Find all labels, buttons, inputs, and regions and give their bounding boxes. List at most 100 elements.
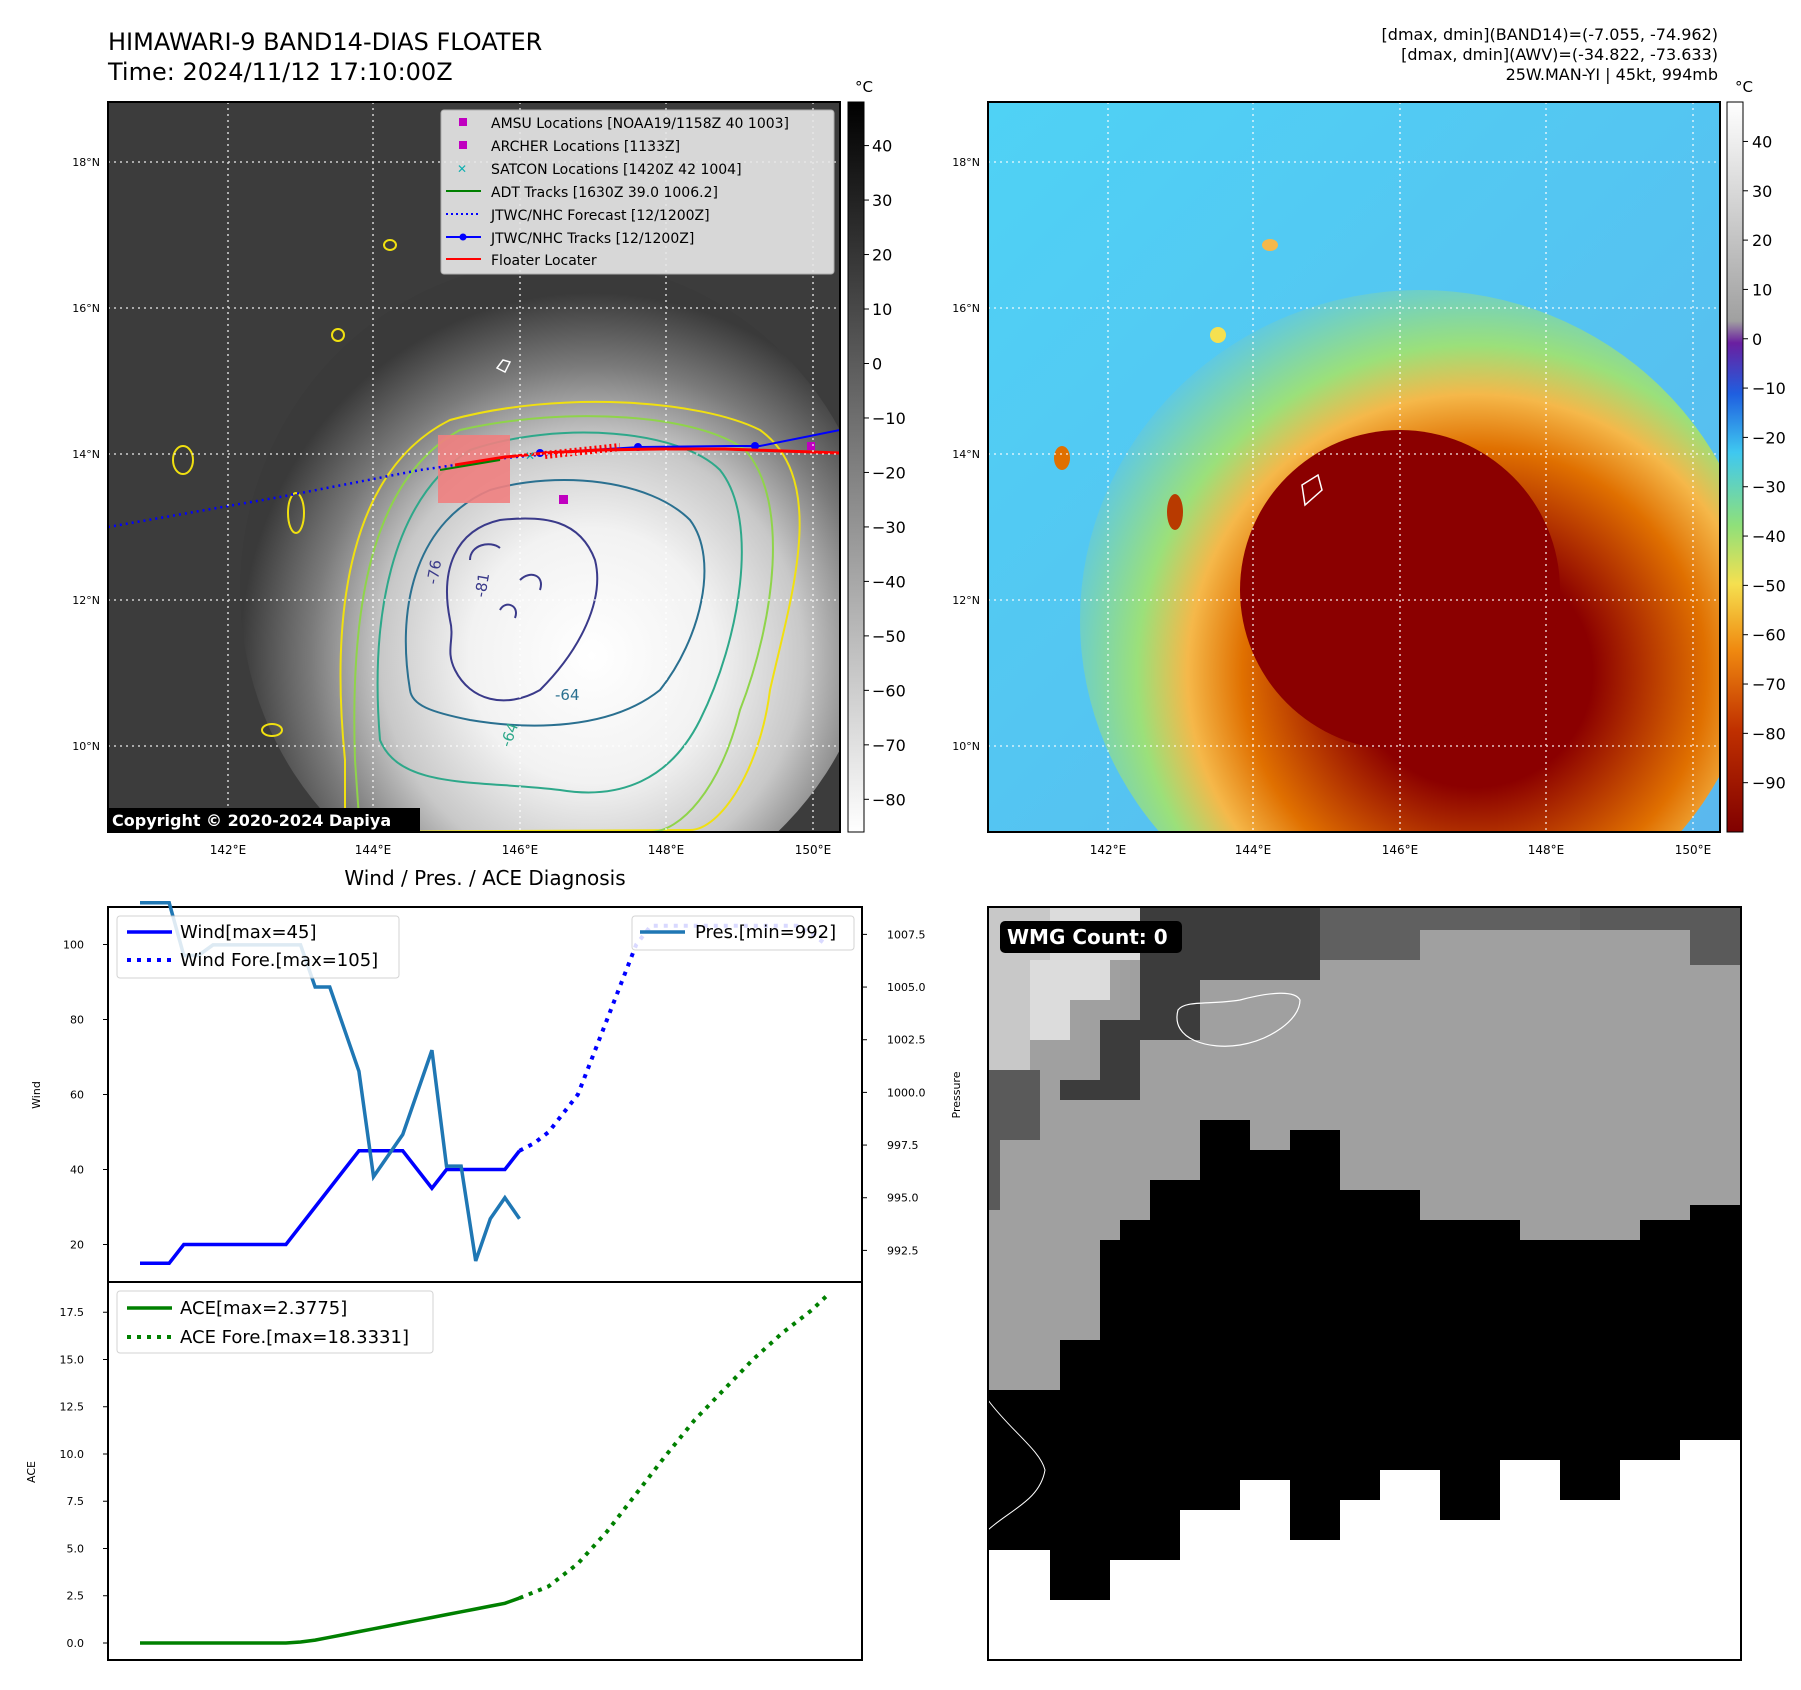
pres-tick-label: 1002.5 xyxy=(887,1034,926,1047)
ace-line-1 xyxy=(518,1295,828,1600)
ir-lon-label-5: 150°E xyxy=(795,843,832,857)
awv-lat-label-2: 16°N xyxy=(952,302,980,315)
archer-marker xyxy=(559,495,568,504)
ace-tick-label: 7.5 xyxy=(67,1495,85,1508)
ir-lat-label-4: 12°N xyxy=(72,594,100,607)
awv-lon-label-3: 146°E xyxy=(1382,843,1419,857)
copyright-box xyxy=(108,808,420,832)
awv-lat-label-3: 14°N xyxy=(952,448,980,461)
legend-tracks: JTWC/NHC Tracks [12/1200Z] xyxy=(490,231,694,247)
pres-ylabel: Pressure xyxy=(950,1071,963,1118)
wind-line-0 xyxy=(140,1149,521,1265)
ir-lon-label-3: 146°E xyxy=(502,843,539,857)
legend-pres: Pres.[min=992] xyxy=(695,922,836,943)
pres-tick-label: 1007.5 xyxy=(887,928,926,941)
awv-cbar-tick-label: −90 xyxy=(1752,774,1786,793)
pres-ticks: 1007.5 1005.0 1002.5 1000.0 997.5 995.0 992.5 xyxy=(862,928,926,1257)
stats-band14: [dmax, dmin](BAND14)=(-7.055, -74.962) xyxy=(1382,25,1718,44)
awv-cbar-tick-label: −70 xyxy=(1752,675,1786,694)
awv-cbar-tick-label: −10 xyxy=(1752,379,1786,398)
legend-satcon: SATCON Locations [1420Z 42 1004] xyxy=(491,162,742,178)
wmg-dark-band-3 xyxy=(1580,907,1741,965)
ir-cbar-tick-label: −30 xyxy=(872,518,906,537)
wind-tick-label: 40 xyxy=(70,1164,84,1177)
ir-cbar-tick-label: −40 xyxy=(872,572,906,591)
stats-awv: [dmax, dmin](AWV)=(-34.822, -73.633) xyxy=(1401,45,1718,64)
awv-cell-1 xyxy=(1054,446,1070,470)
awv-cbar-tick-label: −50 xyxy=(1752,576,1786,595)
awv-axis-labels: 142°E 144°E 146°E 148°E 150°E 18°N 16°N … xyxy=(952,156,1711,857)
contour-label-3: -64 xyxy=(555,686,580,704)
ir-cbar-tick-label: −10 xyxy=(872,409,906,428)
wmg-panel: WMG Count: 0 xyxy=(987,906,1742,1661)
wmg-coast-outline-2 xyxy=(987,1399,1046,1531)
contour-label-1: -76 xyxy=(423,558,445,585)
wmg-left-dark xyxy=(988,1070,1040,1210)
cloud-cell-3 xyxy=(331,328,345,342)
awv-lat-label-1: 18°N xyxy=(952,156,980,169)
contour-lightgreen xyxy=(353,415,774,832)
legend-wind-fore: Wind Fore.[max=105] xyxy=(180,950,378,971)
legend-archer-swatch xyxy=(459,141,467,149)
ace-tick-label: 12.5 xyxy=(60,1401,85,1414)
legend-ace: ACE[max=2.3775] xyxy=(180,1298,347,1319)
pres-tick-label: 992.5 xyxy=(887,1244,919,1257)
wmg-dark-band xyxy=(1060,907,1320,1100)
ir-cbar-tick-label: 30 xyxy=(872,191,892,210)
ir-lat-label-5: 10°N xyxy=(72,740,100,753)
cloud-cell-5 xyxy=(261,723,283,737)
cloud-cell-1 xyxy=(172,445,194,475)
awv-cbar-unit: °C xyxy=(1735,78,1753,96)
ace-tick-label: 17.5 xyxy=(60,1306,85,1319)
awv-lon-label-5: 150°E xyxy=(1675,843,1712,857)
copyright-text: Copyright © 2020-2024 Dapiya xyxy=(112,811,391,830)
awv-cell-3 xyxy=(1262,239,1278,251)
ir-cbar-tick-label: 40 xyxy=(872,137,892,156)
contour-teal xyxy=(376,431,743,794)
pres-tick-label: 1005.0 xyxy=(887,981,926,994)
awv-colorbar: °C 40 30 20 10 0 −10 −20 −30 −40 −50 −60 −70 −80 −90 xyxy=(1726,78,1786,833)
ir-legend: AMSU Locations [NOAA19/1158Z 40 1003] AR… xyxy=(440,109,835,275)
legend-amsu-swatch xyxy=(459,118,467,126)
wind-legend: Wind[max=45] Wind Fore.[max=105] xyxy=(116,915,400,979)
ace-tick-label: 5.0 xyxy=(67,1542,85,1555)
satcon-marker: ✕ xyxy=(525,449,535,463)
legend-ace-fore: ACE Fore.[max=18.3331] xyxy=(180,1327,409,1348)
legend-amsu: AMSU Locations [NOAA19/1158Z 40 1003] xyxy=(491,116,789,132)
ace-legend: ACE[max=2.3775] ACE Fore.[max=18.3331] xyxy=(116,1290,434,1354)
awv-cbar-tick-label: 30 xyxy=(1752,182,1772,201)
legend-forecast: JTWC/NHC Forecast [12/1200Z] xyxy=(490,208,710,224)
awv-map xyxy=(987,101,1721,833)
awv-lon-label-4: 148°E xyxy=(1528,843,1565,857)
ir-cbar-tick-label: −50 xyxy=(872,627,906,646)
ir-cbar-tick-label: 20 xyxy=(872,246,892,265)
contour-blue xyxy=(404,479,706,727)
wind-tick-label: 80 xyxy=(70,1014,84,1027)
awv-lon-label-2: 144°E xyxy=(1235,843,1272,857)
awv-lat-label-5: 10°N xyxy=(952,740,980,753)
awv-cbar-tick-label: 10 xyxy=(1752,280,1772,299)
ir-cbar-tick-label: 10 xyxy=(872,300,892,319)
awv-cbar-tick-label: −80 xyxy=(1752,724,1786,743)
ir-colorbar: °C 40 30 20 10 0 −10 −20 −30 −40 −50 −60 −70 −80 xyxy=(847,78,906,833)
contour-inner xyxy=(469,543,542,619)
ace-tick-label: 2.5 xyxy=(67,1590,85,1603)
legend-adt: ADT Tracks [1630Z 39.0 1006.2] xyxy=(491,185,718,201)
ace-ticks: 17.5 15.0 12.5 10.0 7.5 5.0 2.5 0.0 xyxy=(60,1306,108,1650)
ir-lon-label-1: 142°E xyxy=(210,843,247,857)
ir-cbar-tick-label: −60 xyxy=(872,681,906,700)
awv-cbar-tick-label: −40 xyxy=(1752,527,1786,546)
wmg-dark-band-2 xyxy=(1320,907,1580,960)
diagnosis-title: Wind / Pres. / ACE Diagnosis xyxy=(344,866,625,890)
ir-lon-label-2: 144°E xyxy=(355,843,392,857)
legend-satcon-swatch: ✕ xyxy=(457,162,467,176)
ir-cbar-tick-label: −70 xyxy=(872,736,906,755)
ace-series xyxy=(140,1295,828,1645)
ir-lat-label-2: 16°N xyxy=(72,302,100,315)
wmg-coast-outline xyxy=(1176,992,1301,1047)
ir-lon-label-4: 148°E xyxy=(648,843,685,857)
wmg-white-region xyxy=(988,1440,1741,1660)
figure-time: Time: 2024/11/12 17:10:00Z xyxy=(107,58,453,86)
stats-storm: 25W.MAN-YI | 45kt, 994mb xyxy=(1506,65,1718,84)
